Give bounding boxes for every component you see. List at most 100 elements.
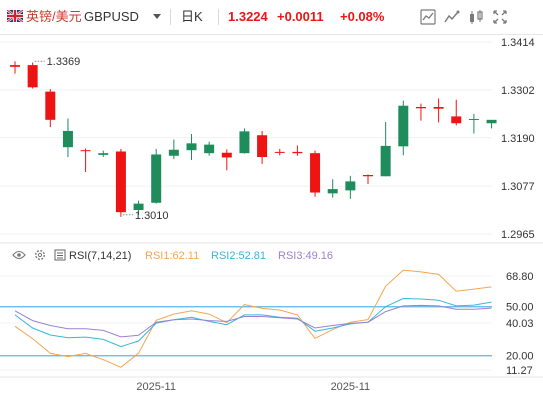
- candle-body: [415, 106, 426, 109]
- candle-body: [168, 149, 179, 156]
- rsi-axis-label: 40.03: [506, 318, 534, 330]
- candle-body: [451, 116, 462, 124]
- annotation-label: 1.3369: [47, 56, 81, 68]
- rsi1-legend-label: RSI1:62.11: [145, 250, 199, 262]
- candle-body: [310, 153, 321, 193]
- price-axis-label: 1.3077: [501, 181, 535, 193]
- candle-body: [345, 181, 356, 191]
- candle: [274, 148, 285, 156]
- candle: [98, 150, 109, 158]
- candle-body: [151, 154, 162, 203]
- candle: [45, 89, 56, 128]
- rsi-axis-label: 11.27: [506, 365, 533, 377]
- rsi-list-icon[interactable]: [54, 249, 66, 261]
- indicator-button[interactable]: [442, 7, 462, 27]
- candle-body: [221, 152, 232, 158]
- candle: [80, 148, 91, 172]
- candle-body: [27, 65, 38, 88]
- candle-body: [363, 174, 373, 177]
- compare-button[interactable]: [466, 7, 486, 27]
- header-divider: [170, 9, 171, 25]
- rsi-axis-label: 68.80: [506, 271, 534, 283]
- candle-body: [115, 151, 126, 213]
- rsi-name-label: RSI(7,14,21): [69, 250, 131, 262]
- candle: [204, 141, 215, 156]
- candle: [257, 130, 268, 164]
- candle-body: [98, 153, 109, 155]
- rsi-axis-label: 20.00: [506, 351, 534, 363]
- annotation-label: 1.3010: [135, 210, 169, 222]
- candle-body: [62, 130, 73, 148]
- chart-settings-icon: [420, 9, 436, 25]
- candle-body: [133, 203, 144, 211]
- rsi-legend: RSI(7,14,21) RSI1:62.11 RSI2:52.81 RSI3:…: [12, 249, 333, 262]
- candle-body: [327, 189, 338, 194]
- candle: [363, 174, 373, 184]
- candle: [221, 149, 232, 171]
- candle: [398, 100, 409, 156]
- x-axis-label: 2025-11: [136, 381, 176, 393]
- candle: [415, 103, 426, 121]
- candle: [292, 145, 303, 156]
- rsi3-legend-label: RSI3:49.16: [278, 250, 333, 262]
- compare-icon: [470, 10, 483, 24]
- header-divider: [218, 9, 219, 25]
- candle: [10, 61, 20, 74]
- symbol-dropdown-icon[interactable]: [153, 14, 161, 20]
- candle: [327, 179, 338, 198]
- candle-body: [292, 151, 303, 154]
- candle-body: [80, 150, 91, 152]
- current-price: 1.3224: [228, 9, 268, 24]
- candle: [310, 150, 321, 197]
- candle-body: [380, 145, 391, 177]
- rsi2-legend-label: RSI2:52.81: [211, 250, 266, 262]
- quote-header: 英镑/美元 GBPUSD 日K 1.3224 +0.0011 +0.08%: [0, 0, 543, 35]
- x-axis-label: 2025-11: [331, 381, 371, 393]
- rsi1-line: [14, 269, 492, 368]
- candle: [115, 148, 126, 217]
- candle-body: [257, 135, 268, 158]
- fullscreen-icon: [493, 10, 507, 24]
- candle-body: [398, 105, 409, 147]
- period-high-annotation: 1.3369: [34, 56, 81, 68]
- candle-body: [468, 118, 479, 120]
- candle-body: [10, 65, 20, 67]
- candle-body: [239, 131, 250, 154]
- candle: [451, 99, 462, 126]
- candle: [380, 121, 391, 177]
- candle: [345, 175, 356, 199]
- uk-flag-icon: [7, 10, 23, 22]
- candle: [133, 200, 144, 215]
- fullscreen-button[interactable]: [490, 7, 510, 27]
- symbol-label[interactable]: GBPUSD: [84, 9, 139, 24]
- gear-icon[interactable]: [35, 249, 46, 260]
- rsi-axis-label: 50.00: [506, 302, 534, 314]
- price-axis-label: 1.3302: [501, 85, 535, 97]
- eye-icon[interactable]: [12, 250, 26, 260]
- period-selector[interactable]: 日K: [181, 9, 203, 24]
- candle: [62, 118, 73, 158]
- candle-body: [274, 151, 285, 153]
- price-change: +0.0011: [277, 9, 324, 24]
- candle: [186, 133, 197, 161]
- rsi3-line: [14, 304, 492, 338]
- price-change-percent: +0.08%: [340, 9, 385, 24]
- pair-name[interactable]: 英镑/美元: [26, 9, 82, 24]
- candle: [468, 113, 479, 134]
- candle: [168, 139, 179, 160]
- candle: [239, 128, 250, 154]
- candle: [151, 148, 162, 204]
- candle-body: [486, 119, 497, 124]
- price-axis-label: 1.3190: [501, 133, 535, 145]
- candle: [486, 119, 497, 129]
- candle-body: [45, 91, 56, 120]
- candle: [27, 62, 38, 89]
- indicator-icon: [444, 10, 460, 23]
- candle: [433, 98, 444, 123]
- chart-settings-button[interactable]: [418, 7, 438, 27]
- candle-body: [186, 143, 197, 151]
- price-axis-label: 1.3414: [501, 37, 535, 49]
- price-axis-label: 1.2965: [501, 229, 535, 241]
- period-low-annotation: 1.3010: [122, 210, 169, 222]
